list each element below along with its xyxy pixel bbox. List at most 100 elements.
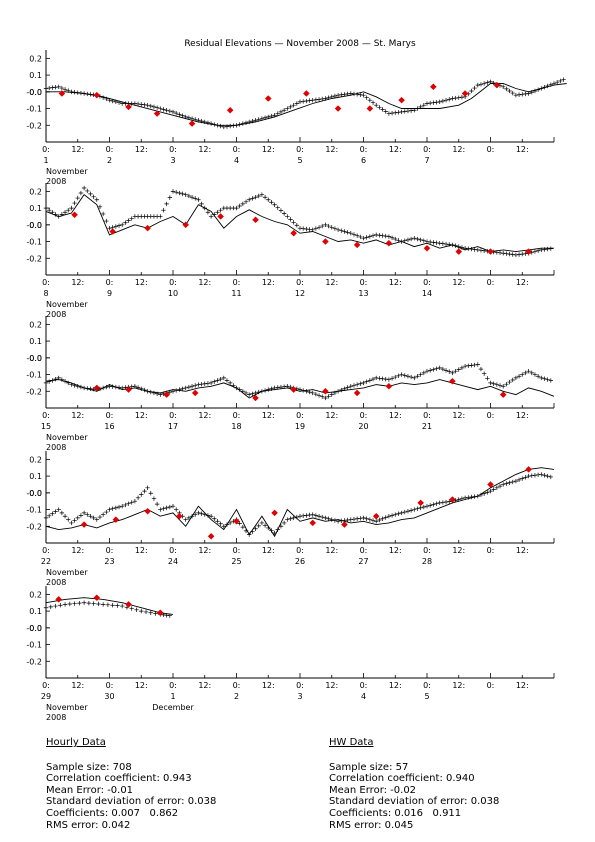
hw-point bbox=[125, 601, 132, 608]
observed-point bbox=[510, 252, 515, 257]
observed-point bbox=[393, 374, 398, 380]
observed-point bbox=[507, 480, 512, 485]
observed-point bbox=[247, 197, 252, 202]
x-hour-label: 0: bbox=[360, 145, 368, 154]
observed-point bbox=[443, 241, 449, 247]
observed-point bbox=[443, 499, 449, 505]
observed-point bbox=[154, 105, 160, 110]
observed-point bbox=[291, 220, 296, 225]
observed-point bbox=[173, 388, 179, 393]
hw-point bbox=[226, 106, 234, 114]
observed-point bbox=[46, 85, 52, 91]
observed-point bbox=[383, 109, 388, 114]
observed-point bbox=[46, 379, 52, 384]
observed-point bbox=[237, 387, 242, 392]
hw-point bbox=[449, 377, 456, 385]
observed-point bbox=[193, 512, 198, 517]
year-label: 2008 bbox=[46, 578, 66, 587]
x-hour-label: 0: bbox=[296, 546, 304, 555]
observed-point bbox=[85, 512, 90, 517]
x-day-label: 19 bbox=[295, 422, 305, 431]
x-day-label: 20 bbox=[358, 422, 368, 431]
y-tick-label: 0.1 bbox=[29, 607, 42, 616]
observed-point bbox=[434, 100, 439, 105]
observed-point bbox=[139, 102, 144, 107]
observed-point bbox=[313, 513, 319, 518]
observed-point bbox=[424, 239, 430, 244]
observed-point bbox=[91, 194, 96, 199]
x-hour-label: 12: bbox=[452, 546, 465, 555]
hw-stat-line: RMS error: 0.045 bbox=[329, 819, 414, 831]
observed-point bbox=[281, 384, 287, 389]
observed-point bbox=[440, 98, 446, 104]
x-hour-label: 12: bbox=[262, 411, 275, 420]
observed-point bbox=[326, 394, 331, 399]
model-series-line bbox=[46, 83, 567, 126]
observed-point bbox=[304, 513, 309, 518]
x-hour-label: 12: bbox=[262, 546, 275, 555]
observed-point bbox=[545, 83, 550, 89]
observed-point bbox=[139, 492, 144, 497]
observed-point bbox=[332, 390, 338, 396]
x-hour-label: 12: bbox=[516, 411, 529, 420]
x-hour-label: 12: bbox=[452, 278, 465, 287]
observed-point bbox=[364, 379, 369, 384]
observed-point bbox=[523, 370, 528, 376]
observed-point bbox=[507, 88, 512, 94]
observed-point bbox=[475, 362, 480, 367]
observed-point bbox=[329, 225, 334, 230]
observed-point bbox=[250, 118, 255, 124]
observed-point bbox=[374, 103, 379, 108]
observed-point bbox=[370, 233, 376, 238]
observed-point bbox=[320, 96, 325, 102]
observed-point bbox=[227, 380, 233, 386]
observed-point bbox=[88, 92, 93, 97]
x-hour-label: 0: bbox=[360, 411, 368, 420]
observed-point bbox=[456, 244, 461, 249]
hw-point bbox=[163, 391, 171, 398]
observed-point bbox=[56, 84, 61, 89]
observed-point bbox=[215, 123, 220, 128]
observed-point bbox=[539, 86, 544, 91]
observed-point bbox=[434, 366, 439, 371]
observed-point bbox=[66, 207, 71, 213]
observed-point bbox=[142, 488, 147, 494]
observed-point bbox=[427, 503, 433, 508]
observed-point bbox=[288, 104, 293, 110]
observed-point bbox=[135, 101, 141, 107]
observed-point bbox=[297, 99, 303, 105]
observed-point bbox=[240, 524, 246, 530]
observed-point bbox=[53, 603, 58, 609]
observed-point bbox=[501, 482, 506, 487]
x-hour-label: 0: bbox=[169, 145, 177, 154]
observed-point bbox=[81, 91, 87, 96]
hw-stats: HW Data Sample size: 57 Correlation coef… bbox=[329, 737, 569, 831]
observed-point bbox=[437, 500, 442, 506]
month-label: November bbox=[46, 433, 88, 442]
hw-point bbox=[93, 91, 101, 99]
observed-point bbox=[183, 517, 188, 522]
observed-point bbox=[393, 512, 398, 517]
observed-point bbox=[110, 384, 115, 389]
year-label: 2008 bbox=[46, 443, 66, 452]
observed-point bbox=[294, 223, 300, 228]
observed-point bbox=[167, 108, 173, 114]
observed-point bbox=[320, 223, 325, 229]
observed-point bbox=[53, 212, 58, 217]
x-hour-label: 12: bbox=[71, 278, 84, 287]
observed-point bbox=[256, 523, 261, 529]
hw-point bbox=[353, 389, 361, 397]
observed-point bbox=[75, 90, 80, 95]
x-hour-label: 0: bbox=[360, 278, 368, 287]
observed-point bbox=[56, 507, 61, 512]
hw-point bbox=[109, 228, 117, 235]
observed-point bbox=[139, 386, 144, 391]
observed-point bbox=[542, 85, 547, 90]
observed-point bbox=[285, 106, 290, 111]
observed-point bbox=[510, 479, 515, 485]
observed-point bbox=[332, 226, 338, 231]
month-label: November bbox=[46, 568, 88, 577]
x-day-label: 23 bbox=[104, 557, 114, 566]
x-day-label: 3 bbox=[170, 156, 175, 165]
x-hour-label: 0: bbox=[296, 278, 304, 287]
